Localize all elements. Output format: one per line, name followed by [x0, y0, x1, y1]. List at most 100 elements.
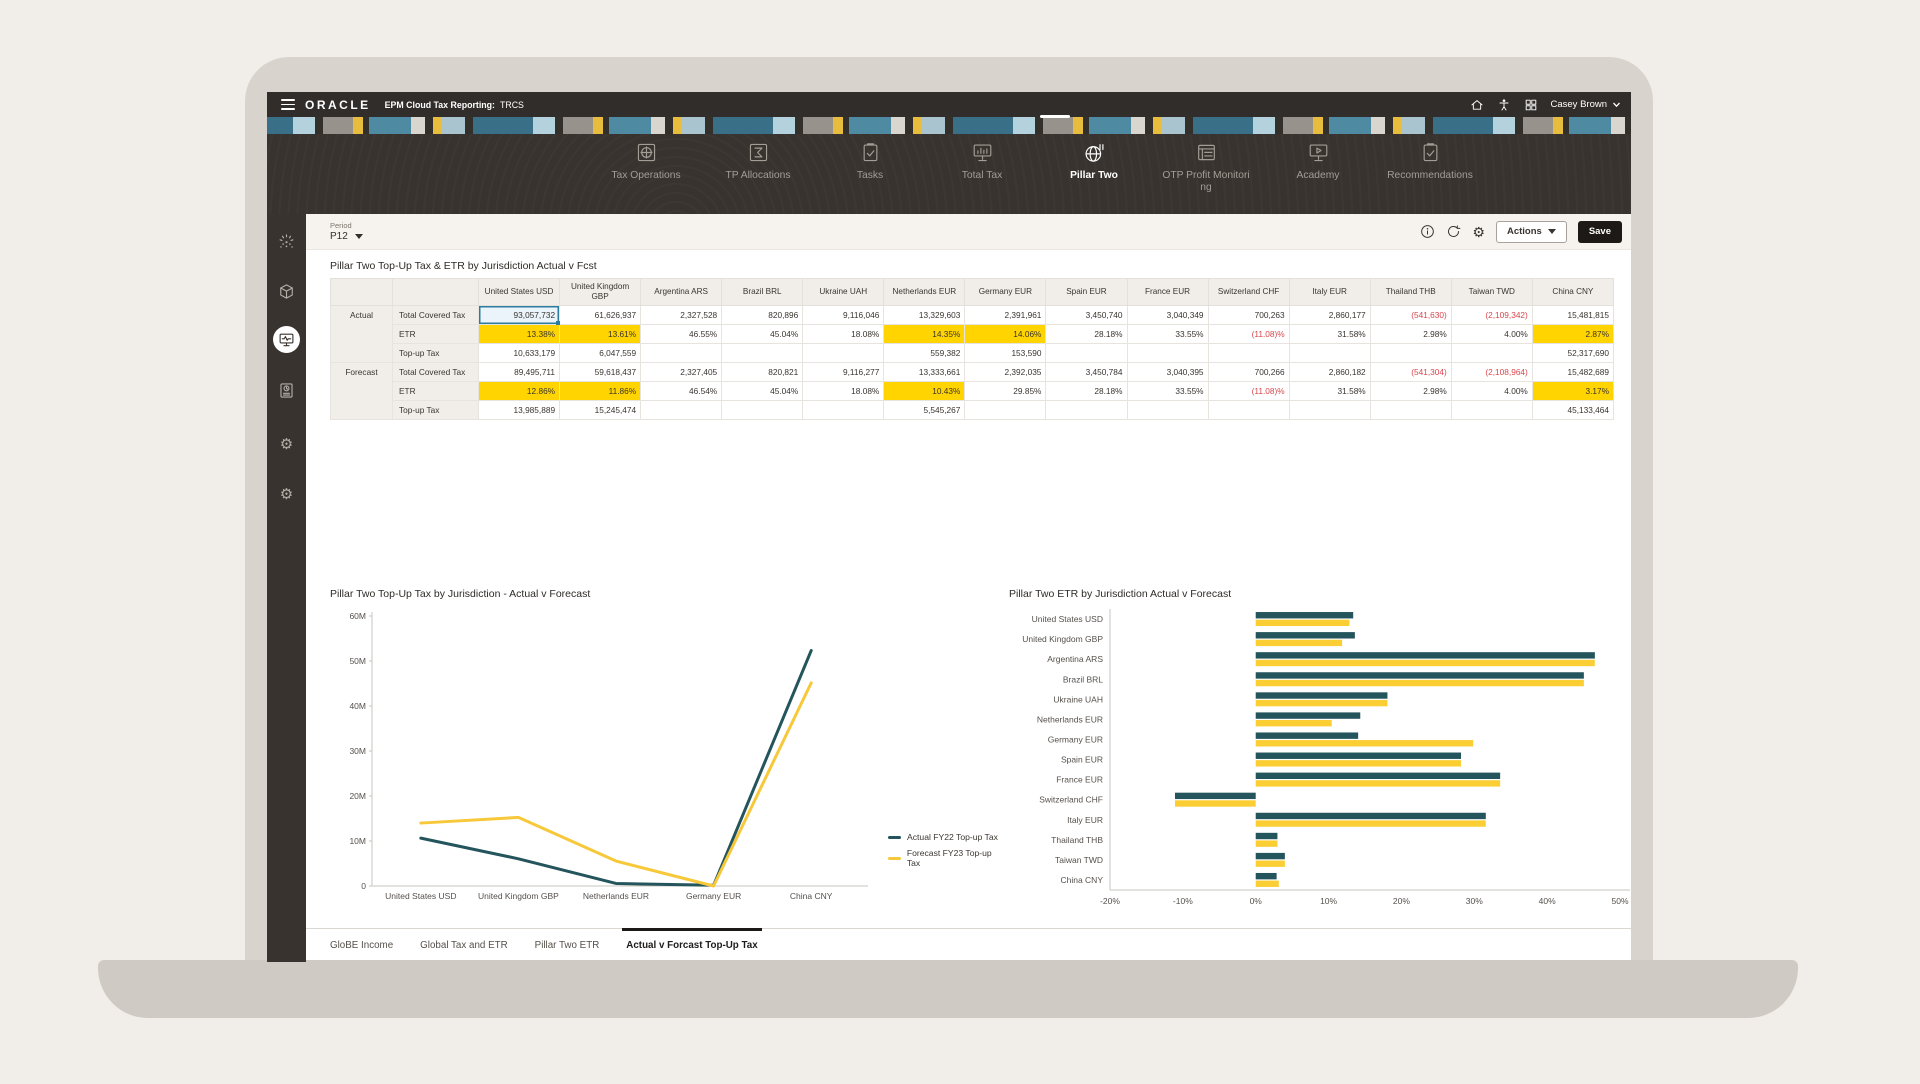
- home-icon[interactable]: [1470, 98, 1484, 112]
- grid-cell[interactable]: [722, 401, 803, 420]
- grid-cell[interactable]: (11.08)%: [1208, 382, 1289, 401]
- grid-cell[interactable]: 15,481,815: [1532, 306, 1613, 325]
- grid-cell[interactable]: 3,450,740: [1046, 306, 1127, 325]
- grid-cell[interactable]: 14.35%: [884, 325, 965, 344]
- grid-cell[interactable]: 11.86%: [560, 382, 641, 401]
- grid-cell[interactable]: 13,333,661: [884, 363, 965, 382]
- grid-cell[interactable]: 2,391,961: [965, 306, 1046, 325]
- grid-cell[interactable]: 2.98%: [1370, 325, 1451, 344]
- grid-cell[interactable]: 45.04%: [722, 325, 803, 344]
- grid-cell[interactable]: 13,985,889: [479, 401, 560, 420]
- grid-cell[interactable]: 33.55%: [1127, 382, 1208, 401]
- sidebar-dashboard-icon-active[interactable]: [273, 326, 300, 353]
- grid-cell[interactable]: 14.06%: [965, 325, 1046, 344]
- grid-cell[interactable]: 46.55%: [641, 325, 722, 344]
- grid-cell[interactable]: 2,860,177: [1289, 306, 1370, 325]
- grid-cell[interactable]: 15,245,474: [560, 401, 641, 420]
- grid-cell[interactable]: 31.58%: [1289, 325, 1370, 344]
- grid-row-label[interactable]: Total Covered Tax: [393, 306, 479, 325]
- nav-item-tasks[interactable]: Tasks: [814, 134, 926, 194]
- legend-entry[interactable]: Forecast FY23 Top-up Tax: [888, 848, 1006, 868]
- sidebar-gear-icon[interactable]: ⚙: [274, 431, 300, 457]
- grid-cell[interactable]: [722, 344, 803, 363]
- sidebar-gear-icon[interactable]: ⚙: [274, 481, 300, 507]
- grid-cell[interactable]: (541,304): [1370, 363, 1451, 382]
- nav-item-academy[interactable]: Academy: [1262, 134, 1374, 194]
- grid-row-group-forecast[interactable]: Forecast: [331, 363, 393, 420]
- grid-cell[interactable]: [1451, 401, 1532, 420]
- tab-pillar-two-etr[interactable]: Pillar Two ETR: [535, 929, 600, 962]
- grid-cell[interactable]: 153,590: [965, 344, 1046, 363]
- grid-cell[interactable]: [965, 401, 1046, 420]
- grid-row-group-actual[interactable]: Actual: [331, 306, 393, 363]
- settings-gear-icon[interactable]: ⚙: [1472, 225, 1485, 239]
- grid-cell[interactable]: 2,327,528: [641, 306, 722, 325]
- grid-cell[interactable]: 820,821: [722, 363, 803, 382]
- grid-row-label[interactable]: Top-up Tax: [393, 401, 479, 420]
- grid-cell[interactable]: [641, 401, 722, 420]
- grid-cell[interactable]: [803, 344, 884, 363]
- grid-cell[interactable]: 52,317,690: [1532, 344, 1613, 363]
- grid-cell[interactable]: [803, 401, 884, 420]
- grid-cell[interactable]: [1370, 401, 1451, 420]
- grid-cell[interactable]: 700,263: [1208, 306, 1289, 325]
- grid-cell[interactable]: 89,495,711: [479, 363, 560, 382]
- sidebar-report-icon[interactable]: [274, 377, 300, 403]
- grid-cell[interactable]: 3,040,349: [1127, 306, 1208, 325]
- actions-button[interactable]: Actions: [1496, 221, 1567, 243]
- grid-cell[interactable]: 59,618,437: [560, 363, 641, 382]
- grid-cell[interactable]: 2,860,182: [1289, 363, 1370, 382]
- grid-cell[interactable]: [1127, 401, 1208, 420]
- grid-cell[interactable]: 13.38%: [479, 325, 560, 344]
- tab-actual-v-forcast-top-up-tax[interactable]: Actual v Forcast Top-Up Tax: [626, 929, 757, 962]
- grid-cell[interactable]: 33.55%: [1127, 325, 1208, 344]
- grid-cell[interactable]: 3,450,784: [1046, 363, 1127, 382]
- grid-cell[interactable]: [1046, 401, 1127, 420]
- grid-cell[interactable]: 31.58%: [1289, 382, 1370, 401]
- grid-cell[interactable]: 2,392,035: [965, 363, 1046, 382]
- grid-cell[interactable]: 4.00%: [1451, 325, 1532, 344]
- grid-cell[interactable]: 9,116,046: [803, 306, 884, 325]
- nav-item-total-tax[interactable]: Total Tax: [926, 134, 1038, 194]
- grid-cell[interactable]: 15,482,689: [1532, 363, 1613, 382]
- grid-cell[interactable]: [1208, 344, 1289, 363]
- period-selector[interactable]: Period P12: [330, 221, 363, 242]
- grid-row-label[interactable]: ETR: [393, 382, 479, 401]
- grid-cell[interactable]: 61,626,937: [560, 306, 641, 325]
- grid-cell[interactable]: 559,382: [884, 344, 965, 363]
- grid-cell[interactable]: 9,116,277: [803, 363, 884, 382]
- grid-cell[interactable]: 2.87%: [1532, 325, 1613, 344]
- grid-cell[interactable]: [1208, 401, 1289, 420]
- grid-cell[interactable]: [1046, 344, 1127, 363]
- grid-cell[interactable]: [1127, 344, 1208, 363]
- nav-item-tp-allocations[interactable]: TP Allocations: [702, 134, 814, 194]
- grid-cell[interactable]: 18.08%: [803, 325, 884, 344]
- tab-globe-income[interactable]: GloBE Income: [330, 929, 393, 962]
- grid-cell[interactable]: 2.98%: [1370, 382, 1451, 401]
- grid-cell[interactable]: [641, 344, 722, 363]
- tab-global-tax-and-etr[interactable]: Global Tax and ETR: [420, 929, 508, 962]
- grid-cell[interactable]: 45,133,464: [1532, 401, 1613, 420]
- sidebar-burst-icon[interactable]: [274, 228, 300, 254]
- grid-cell[interactable]: 13.61%: [560, 325, 641, 344]
- hamburger-menu-icon[interactable]: [281, 99, 295, 109]
- grid-cell[interactable]: (2,109,342): [1451, 306, 1532, 325]
- grid-cell[interactable]: 29.85%: [965, 382, 1046, 401]
- grid-cell[interactable]: [1451, 344, 1532, 363]
- nav-item-tax-operations[interactable]: Tax Operations: [590, 134, 702, 194]
- legend-entry[interactable]: Actual FY22 Top-up Tax: [888, 832, 1006, 842]
- grid-cell[interactable]: 45.04%: [722, 382, 803, 401]
- accessibility-icon[interactable]: [1497, 98, 1511, 112]
- grid-cell[interactable]: [1289, 344, 1370, 363]
- grid-cell[interactable]: 46.54%: [641, 382, 722, 401]
- grid-cell[interactable]: 4.00%: [1451, 382, 1532, 401]
- grid-cell[interactable]: 820,896: [722, 306, 803, 325]
- grid-cell[interactable]: 2,327,405: [641, 363, 722, 382]
- info-icon[interactable]: [1420, 224, 1435, 239]
- grid-cell[interactable]: [1289, 401, 1370, 420]
- grid-cell[interactable]: (2,108,964): [1451, 363, 1532, 382]
- grid-cell[interactable]: 6,047,559: [560, 344, 641, 363]
- grid-cell[interactable]: 700,266: [1208, 363, 1289, 382]
- grid-cell[interactable]: 12.86%: [479, 382, 560, 401]
- grid-row-label[interactable]: Top-up Tax: [393, 344, 479, 363]
